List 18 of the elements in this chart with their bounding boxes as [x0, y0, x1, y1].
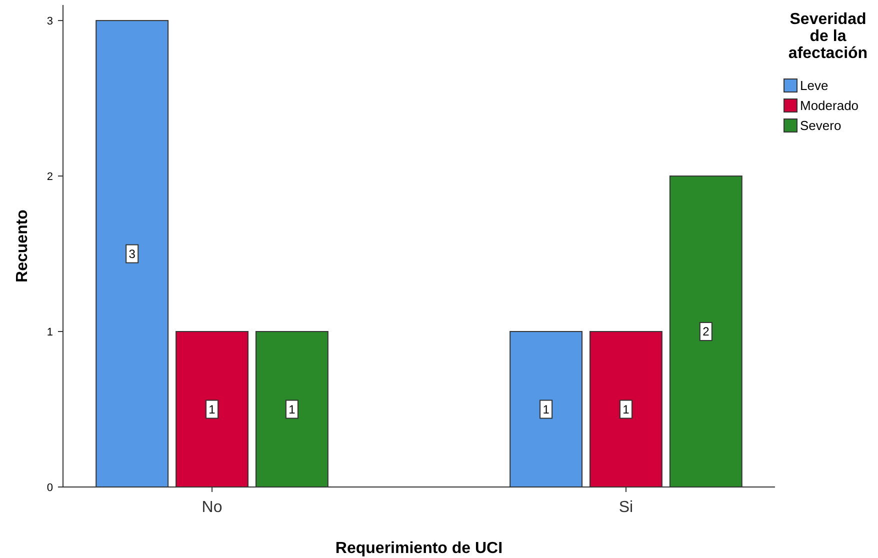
- legend-title: Severidad de la afectación: [788, 11, 868, 62]
- legend-label: Leve: [800, 78, 828, 93]
- y-tick-label: 3: [46, 16, 53, 28]
- x-tick-label: Si: [618, 499, 634, 516]
- data-label: 1: [288, 402, 296, 416]
- legend-label: Moderado: [800, 98, 859, 113]
- x-axis-title: Requerimiento de UCI: [335, 540, 503, 557]
- y-axis-title: Recuento: [14, 209, 31, 282]
- data-label: 1: [622, 402, 630, 416]
- data-label: 1: [542, 402, 550, 416]
- data-label: 3: [128, 246, 136, 261]
- y-tick-label: 1: [46, 326, 53, 339]
- y-tick-label: 2: [46, 171, 53, 184]
- data-label: 2: [702, 324, 710, 339]
- y-tick-label: 0: [46, 482, 53, 494]
- legend-label: Severo: [800, 118, 842, 133]
- x-tick-label: No: [202, 499, 222, 516]
- data-label: 1: [208, 402, 216, 416]
